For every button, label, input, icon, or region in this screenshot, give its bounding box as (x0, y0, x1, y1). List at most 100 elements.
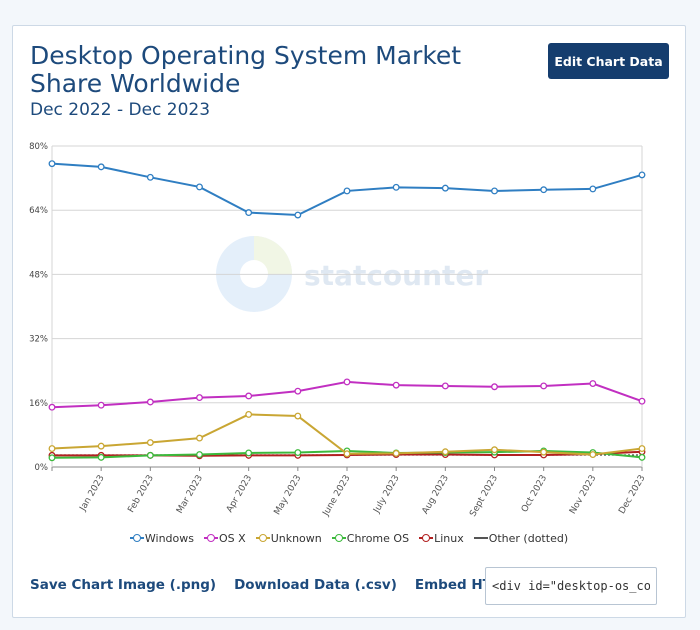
line-chart: statcounter 0% 16% 32% 48% 64% 80% Jan 2023 Feb … (29, 142, 648, 519)
y-tick-label: 80% (29, 142, 48, 152)
legend-swatch (204, 533, 218, 543)
data-point-unknown (540, 448, 548, 456)
data-point-os-x (245, 392, 253, 400)
y-tick-label: 16% (29, 399, 48, 409)
x-tick-label: Feb 2023 (126, 474, 156, 515)
export-links: Save Chart Image (.png) Download Data (.… (30, 577, 514, 593)
x-tick-label: Sept 2023 (468, 474, 500, 519)
watermark-text: statcounter (304, 259, 488, 292)
data-point-unknown (392, 449, 400, 457)
data-point-windows (589, 185, 597, 193)
data-point-os-x (589, 380, 597, 387)
series-line-os-x (51, 380, 643, 409)
legend-swatch (129, 533, 144, 543)
y-tick-label: 48% (29, 270, 48, 280)
data-point-os-x (146, 398, 154, 406)
legend-item-windows[interactable]: Windows (129, 530, 194, 546)
legend-item-os-x[interactable]: OS X (204, 530, 246, 546)
data-point-os-x (441, 382, 449, 390)
legend-label: Unknown (270, 531, 322, 545)
legend-label: OS X (219, 531, 246, 545)
embed-html-field[interactable] (485, 567, 657, 605)
data-point-unknown (589, 451, 597, 459)
legend-item-linux[interactable]: Linux (419, 530, 464, 546)
legend-label: Windows (144, 531, 194, 545)
legend-swatch-dot (132, 534, 141, 542)
legend-swatch (473, 533, 488, 543)
legend-swatch-dot (334, 534, 343, 542)
x-tick-label: June 2023 (321, 474, 353, 519)
legend-label: Other (dotted) (488, 531, 569, 545)
data-point-windows (97, 163, 105, 171)
data-point-windows (491, 187, 498, 195)
legend-swatch-dot (207, 534, 215, 542)
data-point-windows (343, 187, 351, 195)
x-tick-label: Oct 2023 (520, 474, 549, 515)
x-tick-label: July 2023 (372, 474, 402, 516)
x-tick-label: Apr 2023 (225, 474, 254, 515)
data-point-windows (540, 186, 548, 194)
legend-item-other-dotted[interactable]: Other (dotted) (473, 530, 569, 546)
download-data-link[interactable]: Download Data (.csv) (234, 577, 397, 593)
legend-label: Linux (434, 531, 464, 545)
x-tick-label: Dec 2023 (617, 474, 647, 516)
data-point-unknown (294, 412, 302, 420)
data-point-windows (638, 171, 646, 179)
legend-swatch (331, 533, 346, 543)
y-tick-label: 32% (29, 335, 48, 345)
data-point-os-x (196, 394, 203, 402)
data-point-chrome-os (196, 451, 203, 459)
legend-item-unknown[interactable]: Unknown (255, 530, 322, 546)
data-point-unknown (638, 445, 646, 452)
data-point-os-x (540, 382, 548, 390)
legend-swatch (255, 533, 270, 543)
data-point-windows (392, 183, 400, 191)
chart-card: Desktop Operating System Market Share Wo… (12, 25, 686, 618)
legend-label: Chrome OS (346, 531, 410, 545)
data-point-os-x (638, 397, 646, 405)
x-tick-label: Jan 2023 (78, 474, 107, 514)
data-point-os-x (491, 383, 498, 391)
data-point-unknown (491, 446, 498, 454)
data-point-windows (196, 183, 203, 191)
data-point-windows (48, 160, 56, 168)
data-point-chrome-os (294, 449, 302, 457)
data-point-chrome-os (48, 454, 56, 462)
x-tick-label: Mar 2023 (175, 474, 205, 516)
data-point-os-x (343, 378, 351, 386)
chart-legend: Windows OS X Unknown Chrome OS Linux Other (d… (13, 530, 687, 546)
y-tick-label: 64% (29, 206, 48, 216)
data-point-windows (245, 209, 253, 217)
data-point-unknown (343, 450, 351, 458)
data-point-unknown (146, 439, 154, 446)
x-tick-label: Nov 2023 (568, 474, 598, 517)
data-point-os-x (392, 381, 400, 389)
legend-swatch-line (473, 537, 488, 539)
data-point-os-x (97, 401, 105, 409)
data-point-windows (441, 184, 449, 192)
legend-item-chrome-os[interactable]: Chrome OS (331, 530, 410, 546)
legend-swatch-dot (422, 534, 431, 542)
data-point-chrome-os (146, 451, 154, 459)
data-point-os-x (294, 387, 302, 395)
chart-title: Desktop Operating System Market Share Wo… (30, 41, 462, 98)
data-point-unknown (441, 448, 449, 456)
data-point-os-x (48, 403, 56, 411)
save-chart-image-link[interactable]: Save Chart Image (.png) (30, 577, 217, 593)
y-tick-label: 0% (35, 463, 49, 473)
data-point-chrome-os (638, 453, 646, 461)
data-point-unknown (196, 434, 203, 442)
legend-swatch-dot (258, 534, 267, 542)
data-point-windows (146, 173, 154, 181)
data-point-unknown (97, 442, 105, 450)
edit-chart-data-button[interactable]: Edit Chart Data (548, 43, 669, 79)
data-point-unknown (245, 410, 253, 418)
legend-swatch (419, 533, 434, 543)
data-point-windows (294, 211, 302, 219)
data-point-chrome-os (245, 449, 253, 457)
data-point-chrome-os (97, 453, 105, 461)
x-tick-label: Aug 2023 (421, 474, 451, 517)
x-tick-label: May 2023 (273, 474, 304, 517)
chart-subtitle: Dec 2022 - Dec 2023 (30, 100, 211, 120)
data-point-unknown (48, 445, 56, 452)
